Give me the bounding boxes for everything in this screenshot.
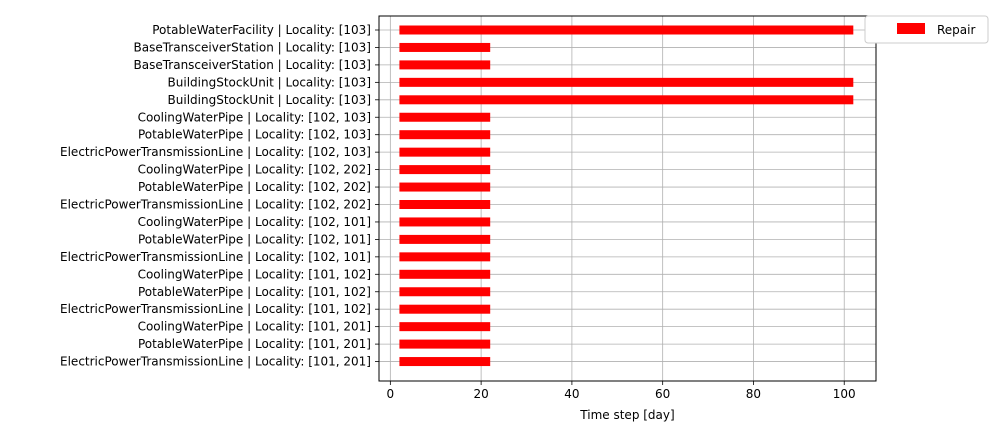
y-tick-label: PotableWaterPipe | Locality: [102, 202] <box>138 180 371 194</box>
bar <box>399 339 491 349</box>
bar <box>399 60 491 70</box>
bar <box>399 304 491 314</box>
x-tick-label: 0 <box>387 387 395 401</box>
y-tick-label: PotableWaterPipe | Locality: [102, 103] <box>138 128 371 142</box>
bar <box>399 322 491 332</box>
y-tick-label: CoolingWaterPipe | Locality: [102, 202] <box>138 163 371 177</box>
legend-box <box>864 15 989 44</box>
bars <box>399 25 854 367</box>
y-tick-label: ElectricPowerTransmissionLine | Locality… <box>60 302 371 316</box>
y-tick-label: BuildingStockUnit | Locality: [103] <box>168 93 371 107</box>
legend-swatch <box>897 23 925 34</box>
x-tick-label: 100 <box>833 387 856 401</box>
bar <box>399 112 491 122</box>
x-tick-label: 20 <box>473 387 488 401</box>
y-tick-label: CoolingWaterPipe | Locality: [102, 103] <box>138 110 371 124</box>
bar <box>399 147 491 157</box>
bar <box>399 25 854 35</box>
bar <box>399 200 491 209</box>
y-tick-label: PotableWaterPipe | Locality: [101, 102] <box>138 285 371 299</box>
bar <box>399 269 491 279</box>
bar <box>399 165 491 175</box>
x-axis-label: Time step [day] <box>579 408 674 422</box>
x-tick-label: 80 <box>746 387 761 401</box>
y-tick-labels: PotableWaterFacility | Locality: [103] Ba… <box>60 23 379 369</box>
bar <box>399 95 854 105</box>
y-tick-label: CoolingWaterPipe | Locality: [101, 102] <box>138 267 371 281</box>
x-ticks: 0 20 40 60 80 100 <box>387 381 856 401</box>
y-tick-label: BaseTransceiverStation | Locality: [103] <box>134 58 372 72</box>
bar <box>399 182 491 192</box>
y-tick-label: PotableWaterFacility | Locality: [103] <box>152 23 371 37</box>
x-tick-label: 60 <box>655 387 670 401</box>
plot-frame <box>378 15 877 382</box>
y-tick-label: BaseTransceiverStation | Locality: [103] <box>134 40 372 54</box>
bar <box>399 287 491 297</box>
y-tick-label: CoolingWaterPipe | Locality: [101, 201] <box>138 320 371 334</box>
y-tick-label: PotableWaterPipe | Locality: [102, 101] <box>138 232 371 246</box>
bar <box>399 252 491 262</box>
x-tick-label: 40 <box>564 387 579 401</box>
bar <box>399 42 491 52</box>
legend-label: Repair <box>937 23 975 37</box>
legend: Repair <box>864 15 989 44</box>
y-tick-label: PotableWaterPipe | Locality: [101, 201] <box>138 337 371 351</box>
bar <box>399 357 491 367</box>
bar <box>399 217 491 227</box>
y-tick-label: ElectricPowerTransmissionLine | Locality… <box>60 250 371 264</box>
bar <box>399 77 854 87</box>
y-tick-label: CoolingWaterPipe | Locality: [102, 101] <box>138 215 371 229</box>
y-tick-label: ElectricPowerTransmissionLine | Locality… <box>60 355 371 369</box>
y-tick-label: ElectricPowerTransmissionLine | Locality… <box>60 198 371 212</box>
y-tick-label: BuildingStockUnit | Locality: [103] <box>168 75 371 89</box>
bar <box>399 130 491 140</box>
bar <box>399 234 491 244</box>
y-tick-label: ElectricPowerTransmissionLine | Locality… <box>60 145 371 159</box>
